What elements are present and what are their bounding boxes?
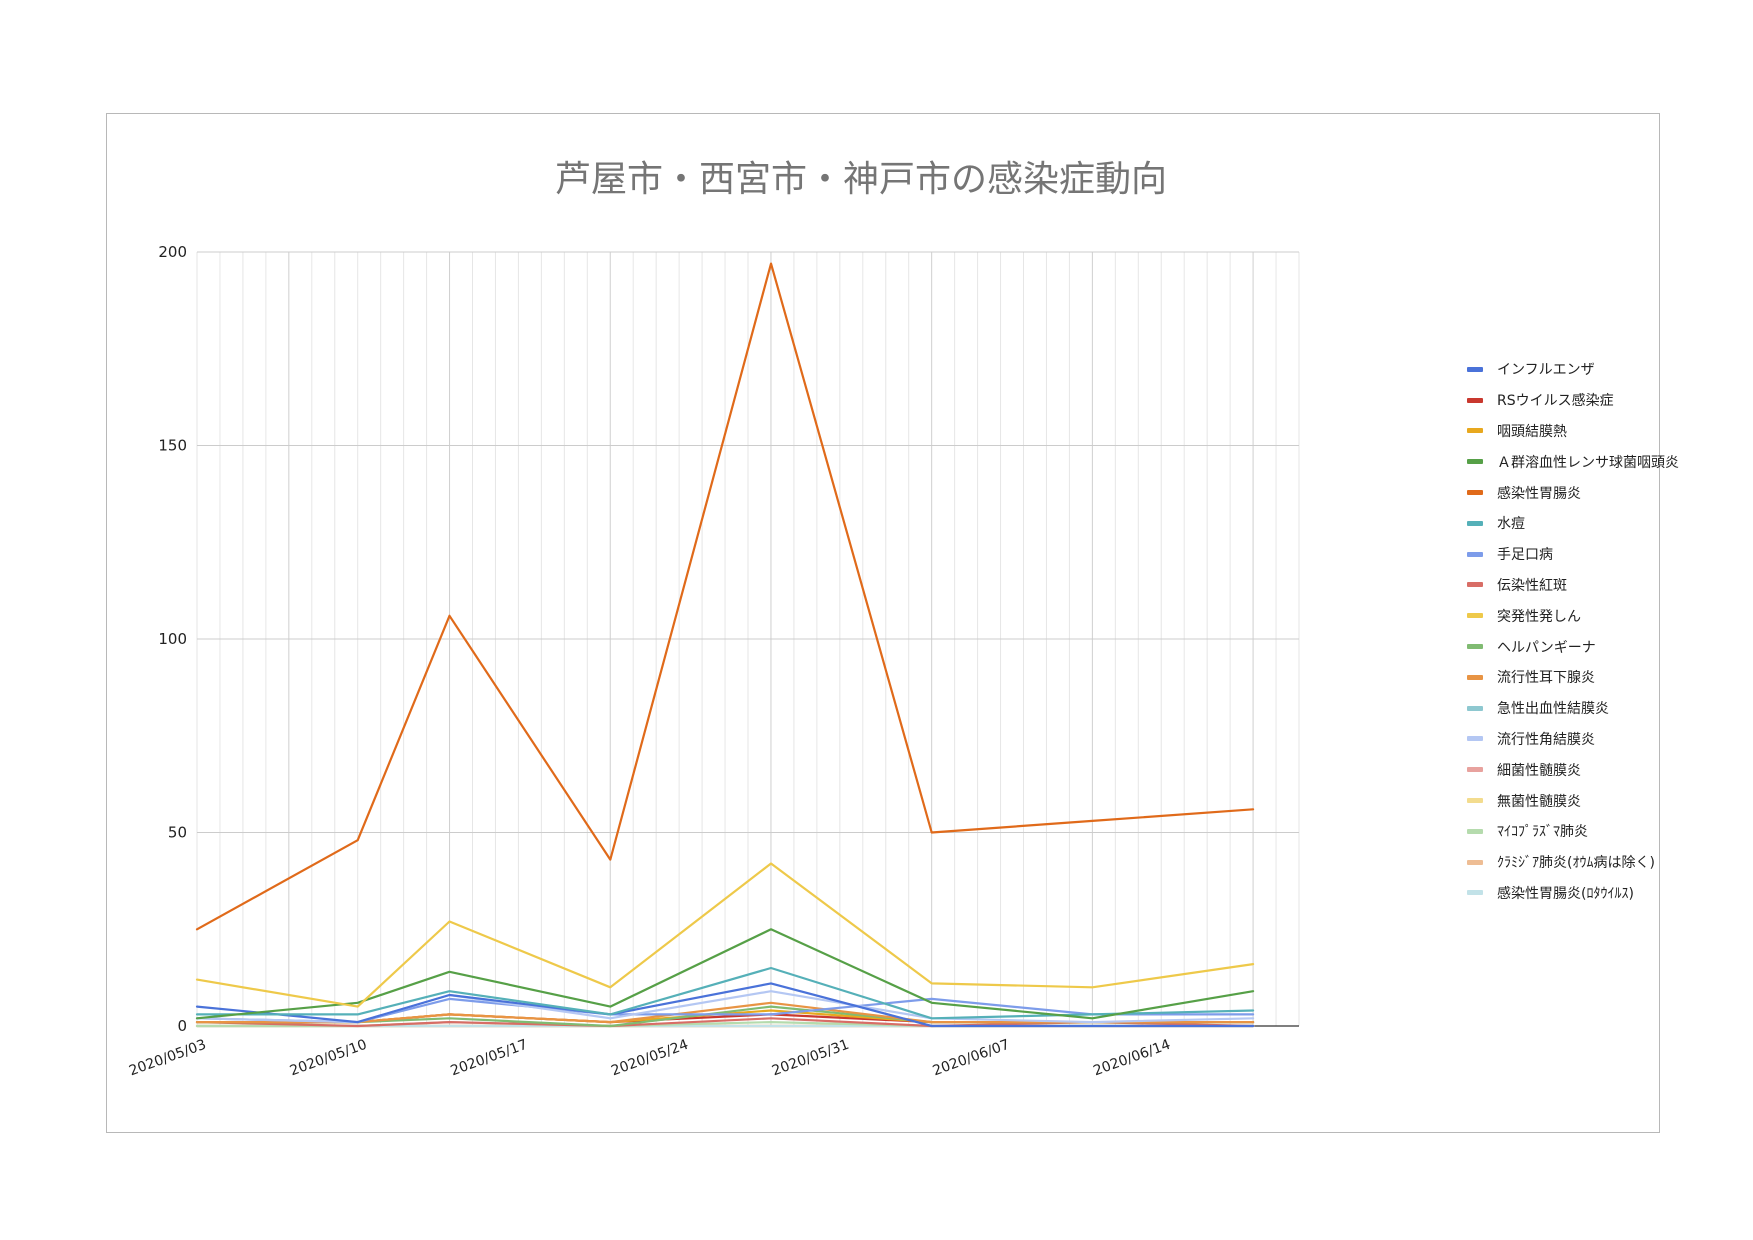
- legend-label: 伝染性紅斑: [1497, 577, 1567, 594]
- legend-item: 咽頭結膜熱: [1467, 416, 1679, 447]
- legend-item: 感染性胃腸炎(ﾛﾀｳｲﾙｽ): [1467, 878, 1679, 909]
- legend-item: ヘルパンギーナ: [1467, 631, 1679, 662]
- legend-label: 手足口病: [1497, 547, 1553, 564]
- x-tick-label: 2020/06/14: [1091, 1037, 1172, 1080]
- legend-item: Ａ群溶血性レンサ球菌咽頭炎: [1467, 446, 1679, 477]
- legend-swatch: [1467, 459, 1483, 465]
- y-tick-label: 200: [158, 243, 187, 261]
- x-tick-label: 2020/05/24: [609, 1037, 690, 1080]
- y-tick-label: 100: [158, 630, 187, 648]
- legend-item: 手足口病: [1467, 539, 1679, 570]
- legend-swatch: [1467, 828, 1483, 834]
- series-line: [195, 982, 1255, 1028]
- legend-item: RSウイルス感染症: [1467, 385, 1679, 416]
- y-tick-label: 50: [168, 824, 187, 842]
- legend-swatch: [1467, 890, 1483, 896]
- legend-swatch: [1467, 736, 1483, 742]
- axes: 0 50 100 150 200 2020/05/03 2020/05/10 2020/05/…: [127, 243, 1173, 1079]
- chart-frame: 0 50 100 150 200 2020/05/03 2020/05/10 2020/05/…: [106, 113, 1679, 1133]
- legend-label: 感染性胃腸炎(ﾛﾀｳｲﾙｽ): [1497, 885, 1634, 902]
- legend-label: ｸﾗﾐｼﾞｱ肺炎(ｵｳﾑ病は除く): [1497, 855, 1655, 872]
- legend-item: 伝染性紅斑: [1467, 570, 1679, 601]
- legend-item: 感染性胃腸炎: [1467, 477, 1679, 508]
- line-chart: 0 50 100 150 200 2020/05/03 2020/05/10 2020/05/…: [127, 159, 1300, 1079]
- legend-label: 咽頭結膜熱: [1497, 423, 1567, 440]
- legend-label: ヘルパンギーナ: [1497, 639, 1596, 656]
- grid: [196, 251, 1300, 1027]
- legend-label: インフルエンザ: [1497, 362, 1595, 379]
- legend-label: 急性出血性結膜炎: [1497, 701, 1609, 718]
- series-line: [195, 262, 1255, 931]
- legend-item: 細菌性髄膜炎: [1467, 754, 1679, 785]
- legend-item: 急性出血性結膜炎: [1467, 693, 1679, 724]
- series-line: [195, 928, 1255, 1020]
- legend-swatch: [1467, 644, 1483, 650]
- legend-swatch: [1467, 859, 1483, 865]
- legend-swatch: [1467, 705, 1483, 711]
- x-tick-label: 2020/06/07: [931, 1037, 1012, 1080]
- legend-swatch: [1467, 397, 1483, 403]
- x-tick-label: 2020/05/31: [770, 1037, 851, 1080]
- y-tick-label: 0: [177, 1017, 187, 1035]
- legend-swatch: [1467, 490, 1483, 496]
- legend-item: 水痘: [1467, 508, 1679, 539]
- legend-swatch: [1467, 428, 1483, 434]
- legend-item: ｸﾗﾐｼﾞｱ肺炎(ｵｳﾑ病は除く): [1467, 847, 1679, 878]
- x-tick-label: 2020/05/10: [288, 1037, 369, 1080]
- series-lines: [195, 262, 1255, 1028]
- legend-swatch: [1467, 767, 1483, 773]
- legend-swatch: [1467, 551, 1483, 557]
- chart-title: 芦屋市・西宮市・神戸市の感染症動向: [555, 159, 1167, 200]
- legend-swatch: [1467, 674, 1483, 680]
- legend-item: 流行性耳下腺炎: [1467, 662, 1679, 693]
- legend-label: 無菌性髄膜炎: [1497, 793, 1581, 810]
- legend-swatch: [1467, 366, 1483, 372]
- legend-label: RSウイルス感染症: [1497, 393, 1614, 410]
- legend-label: ﾏｲｺﾌﾟﾗｽﾞﾏ肺炎: [1497, 824, 1588, 841]
- legend-item: インフルエンザ: [1467, 354, 1679, 385]
- legend-item: 突発性発しん: [1467, 600, 1679, 631]
- legend-label: 突発性発しん: [1497, 608, 1581, 625]
- legend-label: Ａ群溶血性レンサ球菌咽頭炎: [1497, 454, 1679, 471]
- legend-label: 流行性耳下腺炎: [1497, 670, 1595, 687]
- series-line: [195, 862, 1255, 1008]
- legend: インフルエンザ RSウイルス感染症 咽頭結膜熱 Ａ群溶血性レンサ球菌咽頭炎 感染性胃腸炎…: [1467, 354, 1679, 908]
- legend-swatch: [1467, 613, 1483, 619]
- x-tick-label: 2020/05/03: [127, 1037, 208, 1080]
- legend-label: 細菌性髄膜炎: [1497, 762, 1581, 779]
- legend-label: 水痘: [1497, 516, 1525, 533]
- y-tick-label: 150: [158, 437, 187, 455]
- legend-item: 流行性角結膜炎: [1467, 724, 1679, 755]
- legend-item: ﾏｲｺﾌﾟﾗｽﾞﾏ肺炎: [1467, 816, 1679, 847]
- legend-swatch: [1467, 582, 1483, 588]
- legend-swatch: [1467, 520, 1483, 526]
- x-tick-label: 2020/05/17: [448, 1037, 529, 1080]
- legend-swatch: [1467, 798, 1483, 804]
- legend-label: 感染性胃腸炎: [1497, 485, 1581, 502]
- legend-item: 無菌性髄膜炎: [1467, 785, 1679, 816]
- legend-label: 流行性角結膜炎: [1497, 731, 1595, 748]
